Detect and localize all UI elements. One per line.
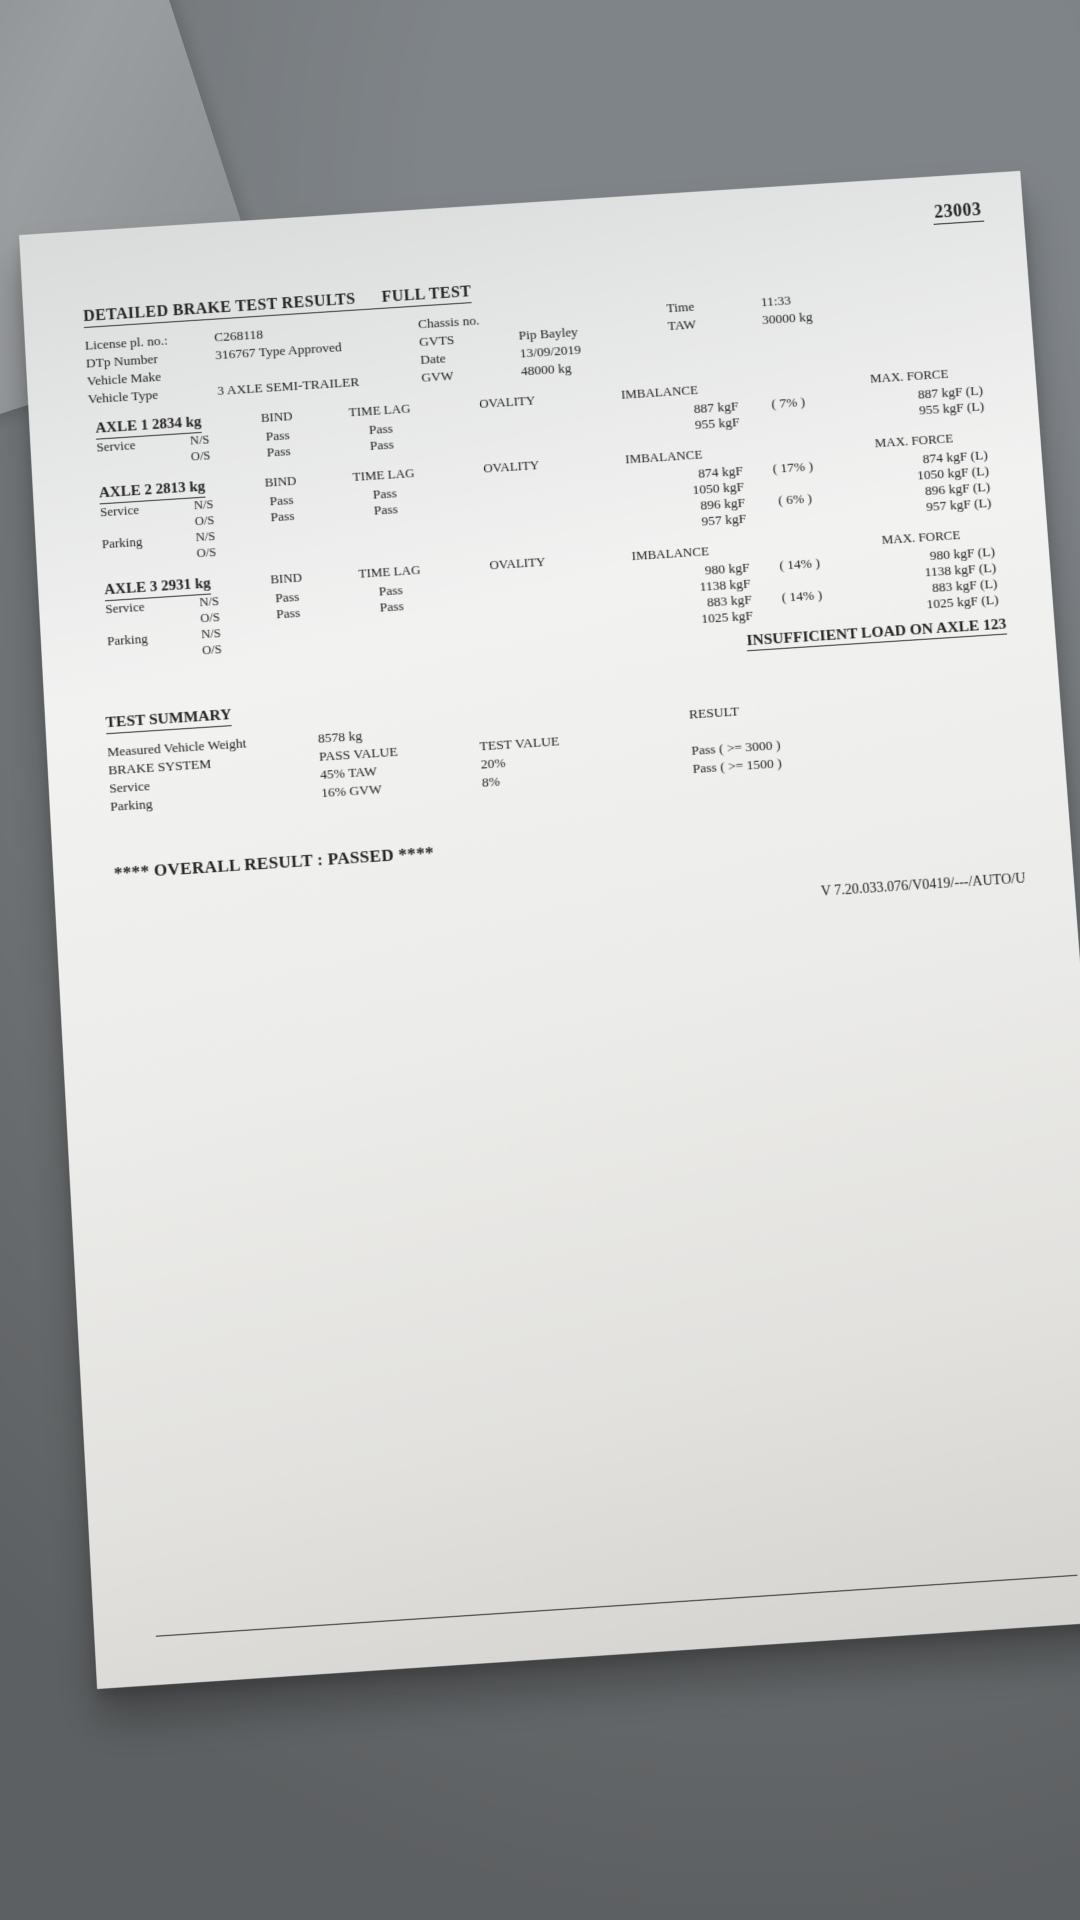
summary-heading: TEST SUMMARY	[105, 706, 232, 734]
overall-result: **** OVERALL RESULT : PASSED ****	[113, 805, 1021, 884]
park-imb-pct: ( 14% )	[757, 586, 848, 624]
bottom-rule	[156, 1575, 1078, 1637]
title-main: DETAILED BRAKE TEST RESULTS	[83, 291, 356, 325]
title-type: FULL TEST	[381, 283, 471, 306]
park-imb-pct: ( 6% )	[750, 489, 841, 527]
imb-pct: ( 7% )	[744, 392, 834, 429]
desk-scene: 23003 DETAILED BRAKE TEST RESULTS FULL T…	[0, 0, 1080, 1920]
side-os: O/S	[185, 447, 235, 466]
axle-container: AXLE 1 2834 kgBINDTIME LAGOVALITYIMBALAN…	[89, 363, 1005, 666]
document-number: 23003	[932, 199, 985, 225]
paper-wrap: 23003 DETAILED BRAKE TEST RESULTS FULL T…	[0, 168, 1080, 1829]
report-page: 23003 DETAILED BRAKE TEST RESULTS FULL T…	[19, 171, 1080, 1689]
version-string: V 7.20.033.076/V0419/---/AUTO/U	[117, 871, 1026, 946]
side-os: O/S	[196, 641, 246, 660]
side-os: O/S	[190, 543, 240, 562]
